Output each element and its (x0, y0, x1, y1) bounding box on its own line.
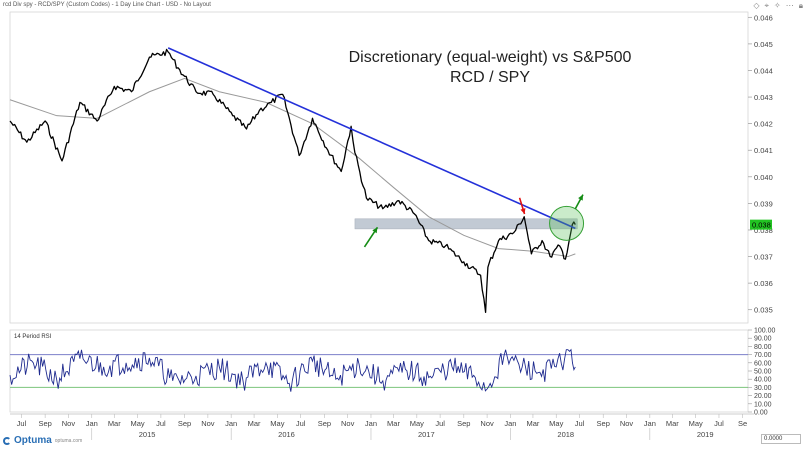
x-month-label: Jul (156, 419, 166, 428)
price-y-tick-label: 0.042 (754, 120, 773, 129)
x-month-label: May (410, 419, 424, 428)
x-month-label: Jan (225, 419, 237, 428)
x-year-label: 2019 (697, 430, 714, 439)
x-month-label: May (270, 419, 284, 428)
x-year-label: 2017 (418, 430, 435, 439)
more-icon[interactable]: ⋯ (785, 1, 794, 10)
x-month-label: Jan (365, 419, 377, 428)
x-month-label: Jul (435, 419, 445, 428)
x-month-label: May (549, 419, 563, 428)
rsi-y-tick-label: 20.00 (754, 393, 772, 400)
x-month-label: Mar (248, 419, 261, 428)
rsi-y-tick-label: 40.00 (754, 377, 772, 384)
x-month-label: Nov (341, 419, 355, 428)
current-value-badge (750, 219, 772, 230)
x-month-label: Jul (575, 419, 585, 428)
x-month-label: Sep (597, 419, 610, 428)
x-month-label: Jul (296, 419, 306, 428)
price-y-tick-label: 0.044 (754, 66, 773, 75)
price-y-tick-label: 0.040 (754, 173, 773, 182)
x-month-label: Mar (666, 419, 679, 428)
chart-subtitle: RCD / SPY (450, 69, 530, 86)
breakout-circle (549, 205, 585, 241)
rsi-y-tick-label: 50.00 (754, 369, 772, 376)
price-y-tick-label: 0.036 (754, 279, 773, 288)
rsi-y-tick-label: 30.00 (754, 385, 772, 392)
brand-name: Optuma (14, 435, 52, 446)
price-y-tick-label: 0.043 (754, 93, 773, 102)
x-month-label: Nov (620, 419, 634, 428)
rsi-y-tick-label: 60.00 (754, 360, 772, 367)
star-icon[interactable]: ✧ (774, 1, 781, 10)
support-band (354, 218, 578, 230)
green-arrow-support-head (372, 227, 378, 234)
x-month-label: Se (738, 419, 747, 428)
rsi-y-tick-label: 0.00 (754, 410, 768, 417)
price-y-tick-label: 0.041 (754, 146, 773, 155)
green-arrow-support (363, 226, 379, 248)
x-month-label: Mar (526, 419, 539, 428)
chart-caption: rcd Div spy - RCD/SPY (Custom Codes) - 1… (3, 2, 211, 8)
chart-title: Discretionary (equal-weight) vs S&P500 (349, 49, 632, 66)
x-year-label: 2015 (139, 430, 156, 439)
x-month-label: Jan (644, 419, 656, 428)
x-year-label: 2016 (278, 430, 295, 439)
rsi-y-tick-label: 100.00 (754, 328, 776, 335)
price-y-tick-label: 0.037 (754, 253, 773, 262)
current-value-label: 0.038 (752, 221, 771, 230)
x-year-label: 2018 (557, 430, 574, 439)
x-month-label: Mar (108, 419, 121, 428)
x-month-label: Sep (38, 419, 51, 428)
x-month-label: Jan (86, 419, 98, 428)
rsi-y-tick-label: 10.00 (754, 401, 772, 408)
price-line (9, 48, 576, 314)
pin-icon[interactable]: ⌖ (764, 1, 770, 10)
x-month-label: Sep (318, 419, 331, 428)
x-month-label: May (689, 419, 703, 428)
zoom-field[interactable]: 0.0000 (761, 434, 801, 444)
x-month-label: Jan (504, 419, 516, 428)
price-y-tick-label: 0.035 (754, 306, 773, 315)
chart-toolbar: ◇ ⌖ ✧ ⋯ 🔒︎ (753, 1, 803, 11)
rsi-y-tick-label: 90.00 (754, 336, 772, 343)
x-month-label: Sep (457, 419, 470, 428)
rsi-y-tick-label: 80.00 (754, 344, 772, 351)
price-y-tick-label: 0.045 (754, 40, 773, 49)
x-month-label: Mar (387, 419, 400, 428)
resistance-trendline (167, 47, 576, 230)
rsi-title: 14 Period RSI (14, 334, 52, 340)
rsi-y-tick-label: 70.00 (754, 352, 772, 359)
red-arrow-head (520, 208, 526, 215)
red-arrow (518, 197, 526, 215)
brand-logo: Optuma optuma.com (3, 435, 82, 446)
moving-average-line (9, 77, 576, 258)
optuma-logo-icon (3, 436, 11, 445)
price-y-tick-label: 0.046 (754, 13, 773, 22)
diamond-icon[interactable]: ◇ (753, 1, 760, 10)
x-month-label: Jul (714, 419, 724, 428)
x-month-label: Nov (201, 419, 215, 428)
green-arrow-breakout (574, 194, 584, 210)
price-y-tick-label: 0.038 (754, 226, 773, 235)
price-y-tick-label: 0.039 (754, 199, 773, 208)
green-arrow-breakout-head (578, 194, 583, 201)
rsi-line (9, 348, 576, 392)
x-month-label: Nov (62, 419, 76, 428)
x-month-label: Nov (480, 419, 494, 428)
x-month-label: Jul (17, 419, 27, 428)
lock-icon[interactable]: 🔒︎ (798, 1, 803, 10)
x-month-label: Sep (178, 419, 191, 428)
brand-sub: optuma.com (54, 437, 83, 444)
x-month-label: May (130, 419, 144, 428)
price-panel-frame (9, 11, 749, 324)
